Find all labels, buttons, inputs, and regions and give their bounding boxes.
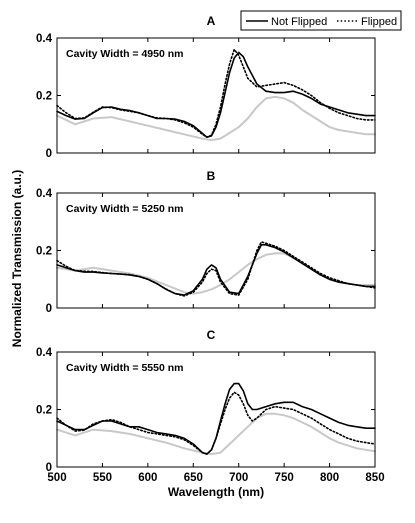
x-tick-label: 800 (320, 472, 339, 484)
panel-label: C (207, 328, 216, 342)
cavity-width-annotation: Cavity Width = 5550 nm (66, 362, 183, 374)
panel-label: A (207, 14, 216, 28)
y-tick-label: 0.2 (36, 91, 52, 103)
x-tick-label: 700 (229, 472, 248, 484)
y-tick-label: 0 (46, 303, 52, 315)
panel-c: C 0 0.2 0.4 500 550 600 650 700 750 800 850 Cavity W… (36, 328, 385, 499)
legend: Not Flipped Flipped (240, 10, 402, 31)
y-tick-label: 0.4 (36, 33, 53, 45)
panel-b: B 0 0.2 0.4 Cavity Width = 5250 nm (36, 169, 376, 315)
flipped-line (56, 48, 376, 138)
y-axis-label: Normalized Transmission (a.u.) (10, 170, 24, 347)
not-flipped-line (56, 244, 376, 296)
x-tick-label: 600 (138, 472, 157, 484)
x-tick-label: 550 (93, 472, 112, 484)
y-tick-label: 0 (46, 462, 52, 474)
y-tick-label: 0.2 (36, 405, 52, 417)
legend-label: Flipped (361, 16, 397, 28)
x-tick-label: 500 (47, 472, 66, 484)
y-tick-label: 0 (46, 148, 52, 160)
panel-label: B (207, 169, 216, 183)
x-tick-label: 650 (184, 472, 203, 484)
not-flipped-line (56, 382, 376, 455)
cavity-width-annotation: Cavity Width = 4950 nm (66, 48, 183, 60)
y-tick-label: 0.4 (36, 347, 53, 359)
panel-a: A 0 0.2 0.4 Cavity Width = 4950 nm (36, 14, 376, 160)
legend-label: Not Flipped (271, 16, 327, 28)
not-flipped-line (56, 51, 376, 138)
y-tick-label: 0.2 (36, 246, 52, 258)
reference-line (56, 95, 376, 142)
cavity-width-annotation: Cavity Width = 5250 nm (66, 203, 183, 215)
legend-box (240, 10, 402, 31)
reference-line (56, 412, 376, 456)
flipped-line (56, 391, 376, 455)
x-axis-label: Wavelength (nm) (168, 485, 264, 499)
x-tick-label: 850 (365, 472, 384, 484)
y-tick-label: 0.4 (36, 188, 53, 200)
x-tick-label: 750 (275, 472, 294, 484)
